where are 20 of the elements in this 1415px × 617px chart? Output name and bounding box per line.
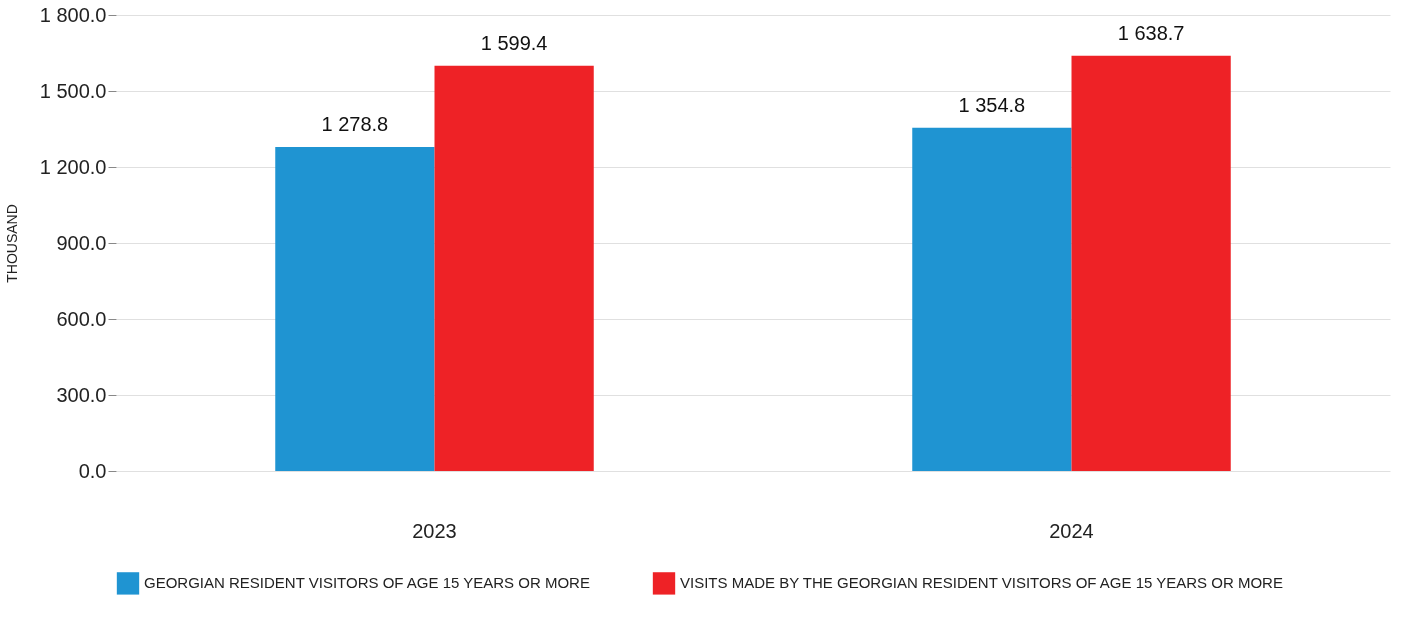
y-tick-label: 1 800.0 [39, 3, 107, 26]
bar [912, 127, 1072, 471]
legend-label: GEORGIAN RESIDENT VISITORS OF AGE 15 YEARS OR MORE [144, 574, 590, 592]
data-label: 1 354.8 [958, 93, 1026, 116]
y-axis-title: THOUSAND [3, 204, 20, 283]
y-tick-label: 900.0 [56, 231, 107, 254]
legend-label: VISITS MADE BY THE GEORGIAN RESIDENT VISITORS OF AGE 15 YEARS OR MORE [680, 574, 1283, 592]
x-tick-label: 2023 [412, 519, 457, 542]
data-label: 1 599.4 [480, 31, 548, 54]
bar [1071, 55, 1231, 471]
data-label: 1 278.8 [321, 113, 389, 136]
bar [275, 147, 435, 471]
y-tick-label: 300.0 [56, 383, 107, 406]
bar [434, 65, 594, 471]
y-tick-label: 600.0 [56, 307, 107, 330]
y-tick-label: 1 200.0 [39, 155, 107, 178]
x-tick-label: 2024 [1049, 519, 1094, 542]
y-tick-label: 1 500.0 [39, 79, 107, 102]
data-label: 1 638.7 [1117, 21, 1185, 44]
y-tick-label: 0.0 [78, 459, 107, 482]
